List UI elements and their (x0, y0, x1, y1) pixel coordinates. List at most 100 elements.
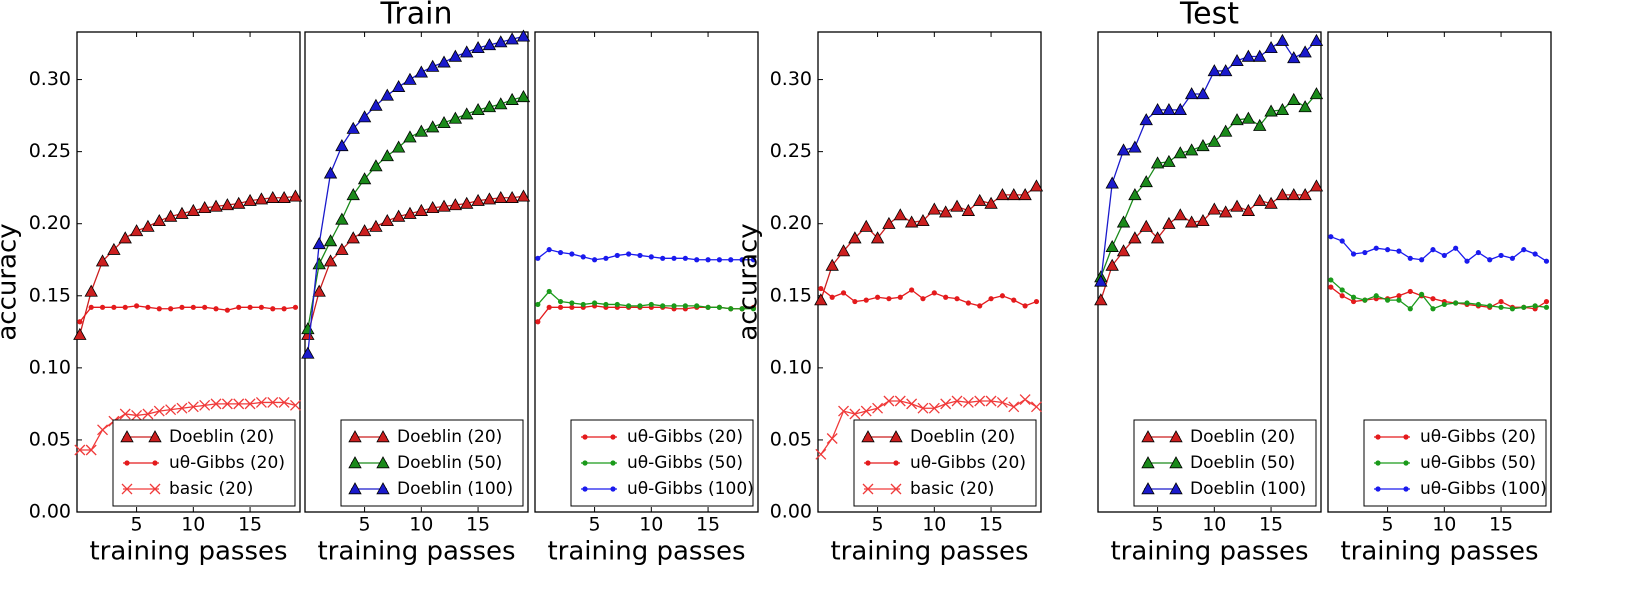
x-axis-label: training passes (89, 537, 287, 567)
data-point (1207, 202, 1222, 215)
data-point (1384, 247, 1391, 253)
data-point (202, 304, 208, 310)
data-point (626, 251, 632, 257)
legend-label: uθ-Gibbs (100) (627, 479, 754, 499)
data-point (1011, 297, 1017, 303)
data-point (1184, 143, 1199, 156)
data-point (414, 124, 429, 137)
data-point (557, 304, 564, 310)
data-point (74, 444, 86, 456)
data-point (1498, 304, 1504, 310)
data-point (1253, 49, 1267, 62)
data-point (460, 45, 474, 58)
data-point (1407, 306, 1413, 312)
data-point (1339, 293, 1345, 299)
data-point (141, 219, 155, 232)
data-point (312, 237, 326, 250)
data-point (1162, 154, 1176, 167)
data-point (836, 244, 851, 257)
series-line (820, 398, 1037, 455)
x-tick-label: 5 (1152, 514, 1164, 536)
legend-marker (1141, 430, 1155, 443)
y-tick-label: 0.00 (29, 501, 71, 523)
data-point (505, 92, 519, 105)
legend-marker (120, 430, 134, 443)
data-point (859, 219, 873, 232)
data-point (1230, 54, 1244, 67)
data-point (705, 257, 711, 263)
data-point (119, 408, 131, 420)
data-point (728, 257, 734, 263)
data-point (1339, 287, 1345, 293)
data-point (391, 140, 406, 153)
data-point (648, 254, 654, 260)
data-point (1162, 103, 1176, 116)
x-tick-label: 10 (181, 514, 205, 536)
data-point (1008, 401, 1020, 413)
data-point (1128, 188, 1142, 201)
data-point (1487, 257, 1493, 263)
legend-marker (376, 482, 390, 495)
data-point (894, 395, 906, 407)
data-point (335, 139, 349, 152)
data-point (163, 209, 178, 222)
legend-marker (121, 483, 133, 495)
legend-marker (1169, 430, 1183, 443)
data-point (938, 205, 953, 218)
data-point (494, 190, 508, 203)
data-point (1350, 251, 1357, 257)
data-point (505, 190, 519, 203)
data-point (1162, 216, 1176, 229)
data-point (471, 193, 485, 206)
data-point (1196, 87, 1210, 100)
x-tick-label: 10 (1432, 514, 1456, 536)
data-point (380, 88, 394, 101)
legend: Doeblin (20) uθ-Gibbs (20) basic (20) (853, 419, 1037, 507)
data-point (1350, 298, 1357, 305)
legend-label: Doeblin (20) (169, 427, 274, 447)
data-point (168, 306, 174, 312)
data-point (1173, 146, 1187, 159)
y-tick-label: 0.00 (770, 501, 812, 523)
data-point (1275, 103, 1290, 116)
data-point (996, 396, 1008, 408)
data-point (494, 35, 508, 48)
data-point (660, 303, 666, 309)
data-point (346, 121, 360, 134)
legend-marker (152, 460, 158, 466)
data-point (838, 405, 849, 417)
data-point (1543, 304, 1550, 310)
x-axis-label: training passes (317, 537, 515, 567)
data-point (591, 300, 598, 306)
data-point (716, 304, 723, 310)
x-tick-label: 15 (1489, 514, 1513, 536)
data-point (886, 296, 892, 302)
data-point (1196, 139, 1210, 152)
legend-marker (582, 460, 588, 466)
data-point (906, 398, 918, 410)
data-point (448, 198, 463, 211)
legend-marker (889, 430, 903, 443)
data-point (1150, 231, 1165, 244)
data-point (614, 301, 620, 308)
data-point (882, 216, 896, 229)
data-point (1184, 87, 1199, 100)
data-point (1105, 239, 1119, 252)
x-tick-label: 15 (1259, 514, 1283, 536)
data-point (199, 399, 211, 411)
legend-label: uθ-Gibbs (50) (1420, 453, 1536, 473)
x-tick-label: 5 (359, 514, 371, 536)
legend-label: Doeblin (100) (1190, 479, 1306, 499)
data-point (603, 255, 609, 261)
data-point (870, 231, 885, 244)
data-point (482, 38, 497, 51)
data-point (1241, 111, 1256, 124)
data-point (156, 306, 162, 312)
plot-frame (534, 31, 759, 513)
legend-marker (861, 430, 875, 443)
data-point (920, 296, 926, 302)
data-point (1116, 215, 1131, 228)
data-point (557, 249, 564, 256)
series-line (307, 96, 524, 330)
data-point (1116, 143, 1131, 156)
